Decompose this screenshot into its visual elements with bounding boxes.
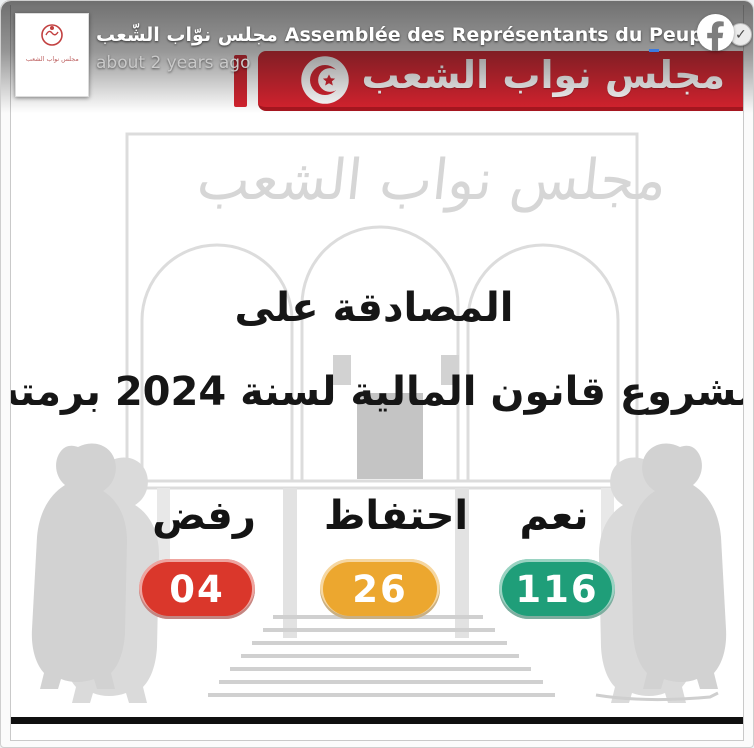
assembly-banner: مجلس نواب الشعب [258, 51, 743, 111]
signature-doodle [595, 691, 719, 702]
vote-count-abstain: 26 [320, 559, 440, 619]
page-name-french[interactable]: Assemblée des Représentants du Peuple [284, 23, 723, 46]
headline-line2: مشروع قانون المالية لسنة 2024 برمته [11, 369, 743, 415]
calligraphy-watermark: مجلس نواب الشعب [194, 148, 670, 213]
vote-label-abstain: احتفاظ [323, 493, 469, 539]
avatar-emblem-icon [41, 24, 63, 46]
steps-shape [208, 615, 555, 697]
vote-count-reject: 04 [139, 559, 255, 619]
vote-count-yes: 116 [499, 559, 615, 619]
lion-statues-left [31, 443, 159, 703]
headline-line1: المصادقة على [234, 285, 514, 331]
post-timestamp: about 2 years ago [96, 53, 251, 73]
post-image: مجلس نواب الشعب مجلس نواب الشعب المصادقة… [10, 5, 744, 741]
vote-label-yes: نعم [519, 493, 589, 539]
bottom-black-bar [11, 717, 743, 724]
banner-title: مجلس نواب الشعب [361, 53, 725, 97]
page-name-arabic[interactable]: مجلس نوّاب الشّعب [96, 23, 278, 46]
lion-statues-right [599, 443, 727, 703]
door-shape [357, 393, 423, 479]
page-avatar[interactable]: مجلس نواب الشعب [15, 13, 89, 97]
tunisia-flag-icon [301, 56, 349, 104]
facebook-logo-icon[interactable] [697, 14, 734, 51]
blue-cursor-artifact [649, 49, 659, 52]
parliament-building-watermark [31, 132, 727, 703]
vote-label-reject: رفض [152, 493, 256, 539]
avatar-caption: مجلس نواب الشعب [25, 55, 79, 63]
